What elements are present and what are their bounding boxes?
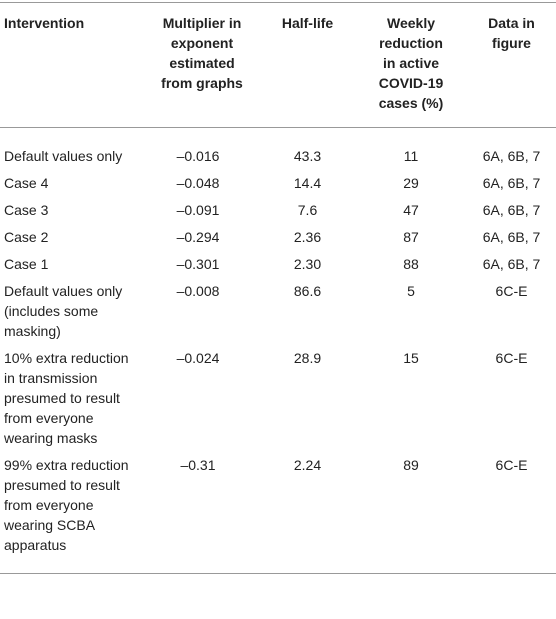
header-cell: Intervention: [4, 15, 85, 31]
table-body: Default values only –0.016 43.3 11 6A, 6B, 7…: [0, 128, 556, 574]
table-cell: 6C-E: [495, 457, 528, 473]
header-cell: Weekly reduction in active COVID-19 case…: [378, 15, 444, 111]
table-row: Default values only (includes some maski…: [0, 278, 556, 345]
table-cell: 28.9: [293, 350, 322, 366]
table-row: Case 2 –0.294 2.36 87 6A, 6B, 7: [0, 224, 556, 251]
table-cell: 47: [403, 202, 419, 218]
table-row: Case 4 –0.048 14.4 29 6A, 6B, 7: [0, 170, 556, 197]
table-cell: 2.30: [293, 256, 322, 272]
table-cell: 6A, 6B, 7: [482, 148, 541, 164]
header-row: Intervention Multiplier in exponent estim…: [0, 2, 556, 128]
table-cell: 2.24: [293, 457, 322, 473]
data-table: Intervention Multiplier in exponent estim…: [0, 2, 556, 574]
table-cell: –0.31: [180, 457, 216, 473]
table-row: 99% extra reduction presumed to result f…: [0, 452, 556, 574]
table-cell: 88: [403, 256, 419, 272]
table-cell: 2.36: [293, 229, 322, 245]
table-row: 10% extra reduction in transmission pres…: [0, 345, 556, 452]
table-cell: Case 1: [4, 256, 49, 272]
table-cell: 6C-E: [495, 283, 528, 299]
table-cell: 6A, 6B, 7: [482, 202, 541, 218]
header-cell: Multiplier in exponent estimated from gr…: [161, 15, 243, 91]
table-cell: –0.008: [176, 283, 220, 299]
table-cell: –0.016: [176, 148, 220, 164]
table-cell: 14.4: [293, 175, 322, 191]
table-cell: –0.048: [176, 175, 220, 191]
table-cell: 6A, 6B, 7: [482, 175, 541, 191]
table-cell: Case 4: [4, 175, 49, 191]
table-cell: 5: [407, 283, 415, 299]
table-cell: 6C-E: [495, 350, 528, 366]
table-cell: 87: [403, 229, 419, 245]
table-cell: 29: [403, 175, 419, 191]
table-cell: 6A, 6B, 7: [482, 229, 541, 245]
header-cell: Half-life: [281, 15, 334, 31]
table-cell: Case 2: [4, 229, 49, 245]
table-row: Case 3 –0.091 7.6 47 6A, 6B, 7: [0, 197, 556, 224]
table-row: Case 1 –0.301 2.30 88 6A, 6B, 7: [0, 251, 556, 278]
table-cell: 86.6: [293, 283, 322, 299]
table-cell: –0.301: [176, 256, 220, 272]
table-cell: 15: [403, 350, 419, 366]
table-cell: –0.024: [176, 350, 220, 366]
table-cell: –0.294: [176, 229, 220, 245]
table-cell: 7.6: [297, 202, 318, 218]
table-cell: 43.3: [293, 148, 322, 164]
table-cell: Case 3: [4, 202, 49, 218]
table-cell: Default values only (includes some maski…: [4, 283, 123, 339]
table-cell: –0.091: [176, 202, 220, 218]
table-cell: 99% extra reduction presumed to result f…: [4, 457, 129, 553]
table-cell: 89: [403, 457, 419, 473]
header-cell: Data in figure: [488, 15, 535, 51]
table-cell: 6A, 6B, 7: [482, 256, 541, 272]
table-cell: Default values only: [4, 148, 123, 164]
table-cell: 11: [403, 148, 419, 164]
table-cell: 10% extra reduction in transmission pres…: [4, 350, 129, 446]
table-row: Default values only –0.016 43.3 11 6A, 6B, 7: [0, 128, 556, 171]
